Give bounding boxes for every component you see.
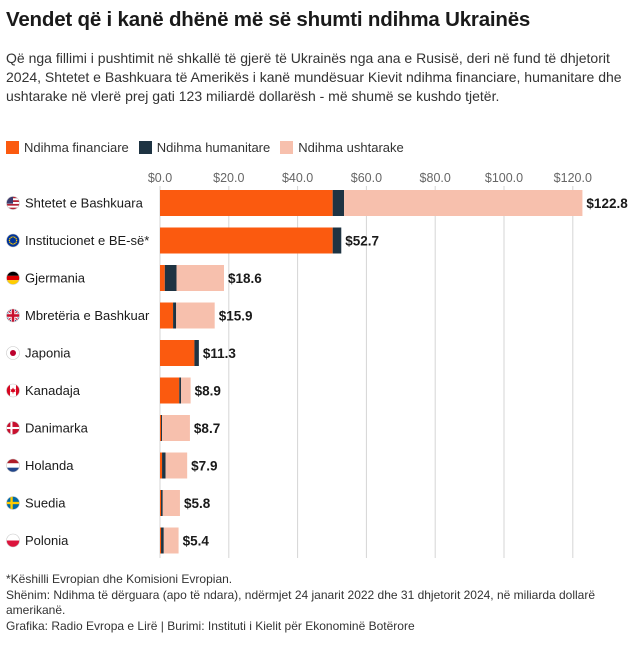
bar-segment-humanitarian: [164, 265, 177, 291]
footer: *Këshilli Evropian dhe Komisioni Evropia…: [6, 572, 632, 634]
bar-segment-humanitarian: [161, 415, 163, 441]
bar-segment-humanitarian: [161, 527, 164, 554]
legend-item-humanitarian: Ndihma humanitare: [138, 140, 271, 155]
legend-swatch-humanitarian: [138, 141, 152, 154]
bar-segment-humanitarian: [162, 452, 166, 479]
bar-segment-military: [162, 415, 190, 441]
category-label: Kanadaja: [25, 383, 81, 398]
category-label: Shtetet e Bashkuara: [25, 196, 144, 211]
category-label: Polonia: [25, 533, 69, 548]
chart-subtitle: Që nga fillimi i pushtimit në shkallë të…: [6, 50, 622, 104]
bar-segment-humanitarian: [179, 377, 181, 404]
bar-segment-financial: [160, 227, 333, 254]
flag-us-icon: [6, 196, 20, 210]
footnote-note: Shënim: Ndihma të dërguara (apo të ndara…: [6, 587, 596, 618]
data-label: $7.9: [191, 459, 217, 474]
bar-segment-financial: [160, 190, 333, 216]
footnote-credit: Grafika: Radio Evropa e Lirë | Burimi: I…: [6, 618, 415, 633]
legend-label-military: Ndihma ushtarake: [298, 140, 404, 155]
bar-segment-financial: [160, 340, 195, 366]
bar-segment-humanitarian: [161, 490, 163, 516]
category-label: Danimarka: [25, 421, 89, 436]
x-tick-label: $60.0: [351, 171, 382, 185]
flag-se-icon: [6, 496, 20, 510]
category-label: Gjermania: [25, 271, 86, 286]
bar-segment-humanitarian: [332, 227, 342, 254]
bar-segment-financial: [160, 452, 163, 479]
bar-segment-military: [176, 265, 224, 291]
bar-segment-humanitarian: [194, 340, 199, 366]
x-tick-label: $80.0: [420, 171, 451, 185]
data-label: $8.9: [195, 384, 221, 399]
data-label: $5.4: [183, 534, 210, 549]
legend-swatch-financial: [6, 141, 19, 154]
bar-segment-military: [163, 527, 179, 554]
footnote-eu: *Këshilli Evropian dhe Komisioni Evropia…: [6, 572, 233, 586]
legend: Ndihma financiare Ndihma humanitare Ndih…: [6, 140, 404, 155]
flag-eu-icon: [6, 234, 20, 247]
flag-nl-icon: [6, 459, 20, 472]
data-label: $11.3: [203, 346, 237, 361]
bar-segment-military: [162, 490, 180, 516]
bar-segment-financial: [160, 490, 162, 516]
flag-dk-icon: [6, 421, 20, 435]
category-label: Institucionet e BE-së*: [25, 233, 149, 248]
data-label: $8.7: [194, 421, 220, 436]
flag-pl-icon: [6, 534, 20, 547]
x-tick-label: $0.0: [148, 171, 172, 185]
bar-segment-military: [344, 190, 583, 216]
bar-segment-military: [180, 377, 191, 404]
bar-segment-humanitarian: [332, 190, 345, 216]
category-label: Suedia: [25, 496, 66, 511]
x-tick-label: $20.0: [213, 171, 244, 185]
data-label: $52.7: [345, 234, 379, 249]
legend-swatch-military: [280, 141, 294, 154]
bar-segment-financial: [160, 415, 162, 441]
category-label: Holanda: [25, 458, 74, 473]
category-label: Mbretëria e Bashkuar: [25, 308, 150, 323]
bar-segment-financial: [160, 527, 162, 554]
chart-title: Vendet që i kanë dhënë më së shumti ndih…: [6, 8, 531, 31]
data-label: $5.8: [184, 496, 211, 511]
bar-segment-military: [176, 302, 215, 329]
data-label: $18.6: [228, 271, 262, 286]
flag-de-icon: [6, 271, 20, 285]
data-label: $122.8: [586, 196, 628, 211]
x-tick-label: $120.0: [554, 171, 592, 185]
bar-segment-humanitarian: [173, 302, 177, 329]
legend-label-financial: Ndihma financiare: [24, 140, 129, 155]
category-label: Japonia: [25, 346, 71, 361]
legend-label-humanitarian: Ndihma humanitare: [156, 140, 271, 155]
flag-gb-icon: [6, 309, 20, 322]
flag-jp-icon: [6, 346, 20, 360]
bar-segment-military: [165, 452, 188, 479]
bar-segment-financial: [160, 265, 165, 291]
legend-item-military: Ndihma ushtarake: [280, 140, 404, 155]
data-label: $15.9: [219, 309, 253, 324]
x-tick-label: $40.0: [282, 171, 313, 185]
flag-ca-icon: [6, 384, 20, 397]
x-tick-label: $100.0: [485, 171, 523, 185]
bar-segment-financial: [160, 377, 180, 404]
bar-chart: $0.0 $20.0 $40.0 $60.0 $80.0 $100.0 $120.0 Shte…: [6, 171, 628, 558]
bar-segment-financial: [160, 302, 174, 329]
legend-item-financial: Ndihma financiare: [6, 140, 129, 155]
